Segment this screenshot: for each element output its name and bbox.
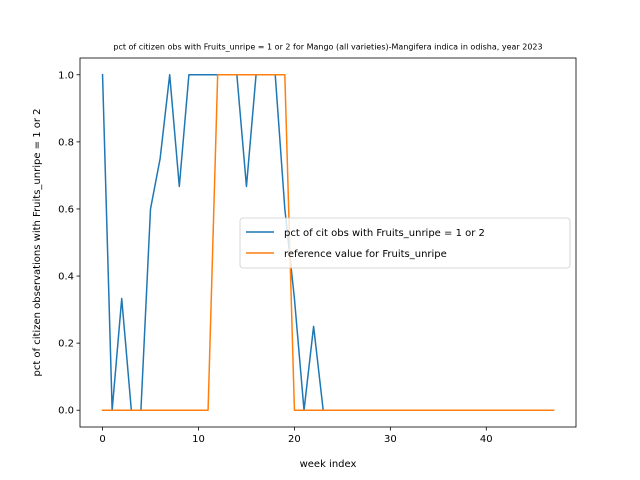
y-tick-label: 0.4 — [58, 272, 74, 283]
legend-box — [239, 217, 571, 269]
axes-layer: 0 10 20 30 40 0.0 0.2 0.4 0.6 0.8 1.0 — [58, 57, 577, 445]
y-axis-label: pct of citizen observations with Fruits_… — [32, 108, 43, 376]
chart-title: pct of citizen obs with Fruits_unripe = … — [113, 43, 542, 52]
x-tick-label: 20 — [288, 434, 301, 445]
x-axis-label: week index — [300, 459, 357, 470]
x-tick-label: 10 — [192, 434, 205, 445]
series-line-1 — [101, 74, 555, 411]
x-tick-label: 30 — [384, 434, 397, 445]
y-tick-label: 0.0 — [58, 406, 74, 417]
x-tick-label: 0 — [99, 434, 105, 445]
axes-frame — [79, 57, 577, 428]
y-tick-label: 0.2 — [58, 339, 74, 350]
legend: pct of cit obs with Fruits_unripe = 1 or… — [239, 217, 571, 269]
y-tick-label: 0.6 — [58, 204, 74, 215]
x-tick-label: 40 — [480, 434, 493, 445]
legend-label-0: pct of cit obs with Fruits_unripe = 1 or… — [284, 228, 485, 239]
legend-label-1: reference value for Fruits_unripe — [284, 249, 447, 260]
y-tick-label: 0.8 — [58, 137, 74, 148]
y-tick-label: 1.0 — [58, 70, 74, 81]
series-layer — [101, 73, 555, 411]
